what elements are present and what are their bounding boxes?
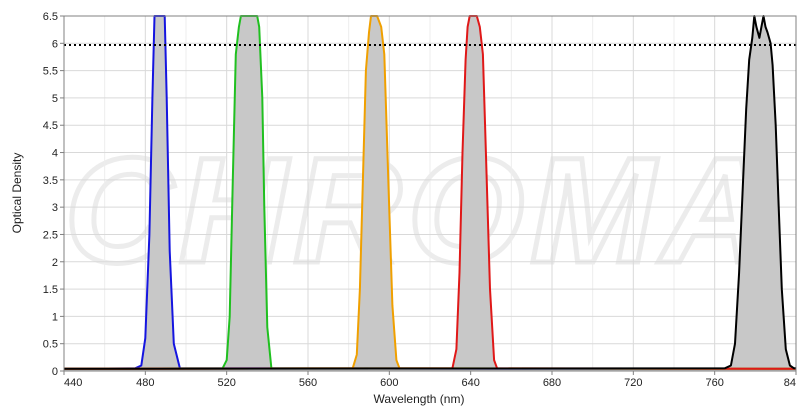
x-tick-label: 560	[299, 377, 317, 389]
x-tick-label: 520	[217, 377, 235, 389]
y-tick-label: 6	[52, 38, 58, 50]
y-tick-label: 0.5	[43, 339, 58, 351]
y-tick-label: 4	[52, 148, 58, 160]
series-line-5	[63, 15, 796, 370]
x-tick-label: 680	[543, 377, 561, 389]
y-axis-label: Optical Density	[10, 153, 24, 234]
y-ticks: 0 0.5 1 1.5 2 2.5 3 3.5 4 4.5 5 5.5 6 6.5	[43, 11, 64, 378]
y-tick-label: 6.5	[43, 11, 58, 23]
y-tick-label: 3.5	[43, 175, 58, 187]
x-tick-label: 84	[784, 377, 796, 389]
y-tick-label: 1.5	[43, 284, 58, 296]
x-tick-label: 640	[461, 377, 479, 389]
x-tick-label: 480	[136, 377, 154, 389]
spectra-fills	[64, 16, 796, 371]
x-axis-label: Wavelength (nm)	[374, 392, 465, 406]
y-tick-label: 1	[52, 311, 58, 323]
y-tick-label: 3	[52, 202, 58, 214]
x-tick-label: 720	[624, 377, 642, 389]
y-tick-label: 5	[52, 93, 58, 105]
y-tick-label: 0	[52, 366, 58, 378]
x-tick-label: 600	[380, 377, 398, 389]
x-tick-label: 440	[64, 377, 82, 389]
plot-frame	[63, 15, 797, 372]
y-tick-label: 4.5	[43, 120, 58, 132]
y-tick-label: 2.5	[43, 229, 58, 241]
y-tick-label: 2	[52, 257, 58, 269]
y-tick-label: 5.5	[43, 66, 58, 78]
x-tick-label: 760	[705, 377, 723, 389]
x-ticks: 440 480 520 560 600 640 680 720 760 84	[63, 371, 797, 389]
series-fill-2	[64, 16, 796, 371]
